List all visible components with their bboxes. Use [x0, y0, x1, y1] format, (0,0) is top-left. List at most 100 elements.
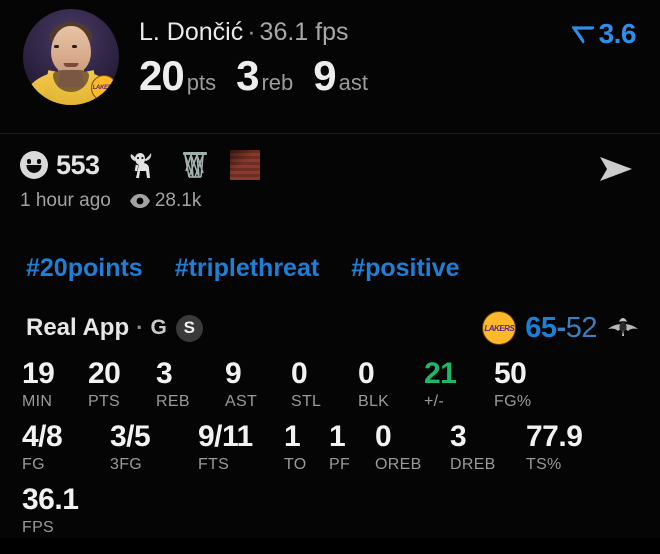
stat-label-tspct: TS% [526, 456, 562, 473]
hashtag-row: #20points #triplethreat #positive [0, 236, 660, 303]
post-meta-row: 1 hour ago 28.1k [20, 190, 660, 212]
stat-cell-plusminus: 21 +/- [424, 357, 494, 412]
stat-row: 19 MIN 20 PTS 3 REB 9 AST 0 STL 0 BLK [0, 357, 660, 412]
quick-stat-label-ast: ast [338, 70, 368, 95]
quick-stat-value-ast: 9 [313, 52, 336, 99]
stats-grid: 19 MIN 20 PTS 3 REB 9 AST 0 STL 0 BLK [0, 353, 660, 538]
avatar-team-logo-icon: LAKERS [91, 75, 117, 101]
send-arrow-icon[interactable] [594, 152, 638, 186]
game-row: Real App · G S LAKERS 65-52 [0, 303, 660, 353]
stat-value-oreb: 0 [375, 420, 392, 453]
stat-label-pts: PTS [88, 393, 121, 410]
stat-row: 36.1 FPS [0, 483, 660, 538]
header-divider [0, 133, 660, 134]
stat-cell-ast: 9 AST [225, 357, 291, 412]
stat-cell-fg: 4/8 FG [22, 420, 110, 475]
stat-cell-dreb: 3 DREB [450, 420, 526, 475]
reaction-thumbnail[interactable] [229, 150, 260, 180]
stat-cell-to: 1 TO [284, 420, 329, 475]
reactions-section: 553 [0, 134, 660, 236]
avatar-container[interactable]: LAKERS [23, 9, 119, 105]
stat-cell-pf: 1 PF [329, 420, 375, 475]
reaction-row: 553 [20, 145, 660, 185]
stat-cell-reb: 3 REB [156, 357, 225, 412]
timestamp: 1 hour ago [20, 190, 111, 211]
stat-label-fg: FG [22, 456, 45, 473]
stat-cell-pts: 20 PTS [88, 357, 156, 412]
stat-label-fgpct: FG% [494, 393, 532, 410]
reaction-count: 553 [56, 149, 100, 180]
quick-stat-value-reb: 3 [236, 52, 259, 99]
stat-label-3fg: 3FG [110, 456, 143, 473]
stat-label-fps: FPS [22, 519, 55, 536]
player-name[interactable]: L. Dončić [139, 18, 244, 46]
game-badge-g[interactable]: G [150, 316, 167, 339]
stat-label-pf: PF [329, 456, 351, 473]
stat-label-blk: BLK [358, 393, 390, 410]
stat-label-fts: FTS [198, 456, 230, 473]
stat-value-3fg: 3/5 [110, 420, 151, 453]
score-separator: - [556, 311, 567, 344]
stat-cell-tspct: 77.9 TS% [526, 420, 583, 475]
player-name-line: L. Dončić · 36.1 fps [139, 9, 660, 47]
quick-stat-line: 20 pts 3 reb 9 ast [139, 53, 660, 99]
delta-indicator[interactable]: 3.6 [571, 18, 637, 50]
hashtag-0[interactable]: #20points [26, 254, 143, 282]
score-text: 65-52 [525, 312, 597, 345]
stat-value-ast: 9 [225, 357, 242, 390]
smiley-face-icon[interactable] [20, 151, 48, 179]
stat-label-ast: AST [225, 393, 258, 410]
stat-cell-oreb: 0 OREB [375, 420, 450, 475]
goat-emoji[interactable] [126, 149, 160, 181]
name-separator: · [247, 18, 256, 46]
down-triangle-icon [571, 24, 594, 44]
avatar-mouth [63, 63, 79, 67]
home-score: 65 [525, 311, 557, 344]
stat-value-fps: 36.1 [22, 483, 79, 516]
stat-value-stl: 0 [291, 357, 308, 390]
stat-value-pf: 1 [329, 420, 346, 453]
stat-value-pts: 20 [88, 357, 121, 390]
hashtag-2[interactable]: #positive [351, 254, 460, 282]
game-title[interactable]: Real App [26, 314, 130, 341]
stat-value-to: 1 [284, 420, 301, 453]
stat-label-stl: STL [291, 393, 322, 410]
quick-stat-value-pts: 20 [139, 52, 185, 99]
stat-cell-3fg: 3/5 3FG [110, 420, 198, 475]
delta-value: 3.6 [598, 18, 637, 49]
stat-value-fgpct: 50 [494, 357, 527, 390]
hashtag-1[interactable]: #triplethreat [174, 254, 320, 282]
stat-label-min: MIN [22, 393, 53, 410]
quick-stat-label-reb: reb [261, 70, 294, 95]
smiley-eye-left [27, 159, 31, 164]
stat-cell-blk: 0 BLK [358, 357, 424, 412]
stat-value-tspct: 77.9 [526, 420, 583, 453]
stat-row: 4/8 FG 3/5 3FG 9/11 FTS 1 TO 1 PF 0 OREB [0, 420, 660, 475]
stat-value-fg: 4/8 [22, 420, 63, 453]
stat-label-to: TO [284, 456, 307, 473]
avatar-face [51, 26, 91, 92]
avatar[interactable]: LAKERS [23, 9, 119, 105]
smiley-eye-right [37, 159, 41, 164]
pelicans-logo-icon [606, 315, 640, 341]
stat-value-min: 19 [22, 357, 55, 390]
stat-label-plusminus: +/- [424, 393, 445, 410]
stat-label-oreb: OREB [375, 456, 422, 473]
game-badge-s[interactable]: S [175, 314, 203, 342]
scoreboard[interactable]: LAKERS 65-52 [482, 311, 640, 345]
stat-cell-fts: 9/11 FTS [198, 420, 284, 475]
away-score: 52 [565, 311, 598, 344]
stat-value-dreb: 3 [450, 420, 467, 453]
stat-value-reb: 3 [156, 357, 173, 390]
smiley-mouth [26, 165, 42, 173]
basketball-net-emoji[interactable] [180, 149, 210, 181]
stat-cell-fgpct: 50 FG% [494, 357, 531, 412]
eye-icon [129, 193, 151, 209]
stat-label-dreb: DREB [450, 456, 496, 473]
card-header: LAKERS L. Dončić · 36.1 fps 20 pts 3 reb 9… [0, 0, 660, 133]
lakers-logo-icon: LAKERS [482, 311, 517, 345]
view-count: 28.1k [154, 190, 202, 211]
stat-value-fts: 9/11 [198, 420, 253, 453]
avatar-beard [53, 70, 89, 92]
